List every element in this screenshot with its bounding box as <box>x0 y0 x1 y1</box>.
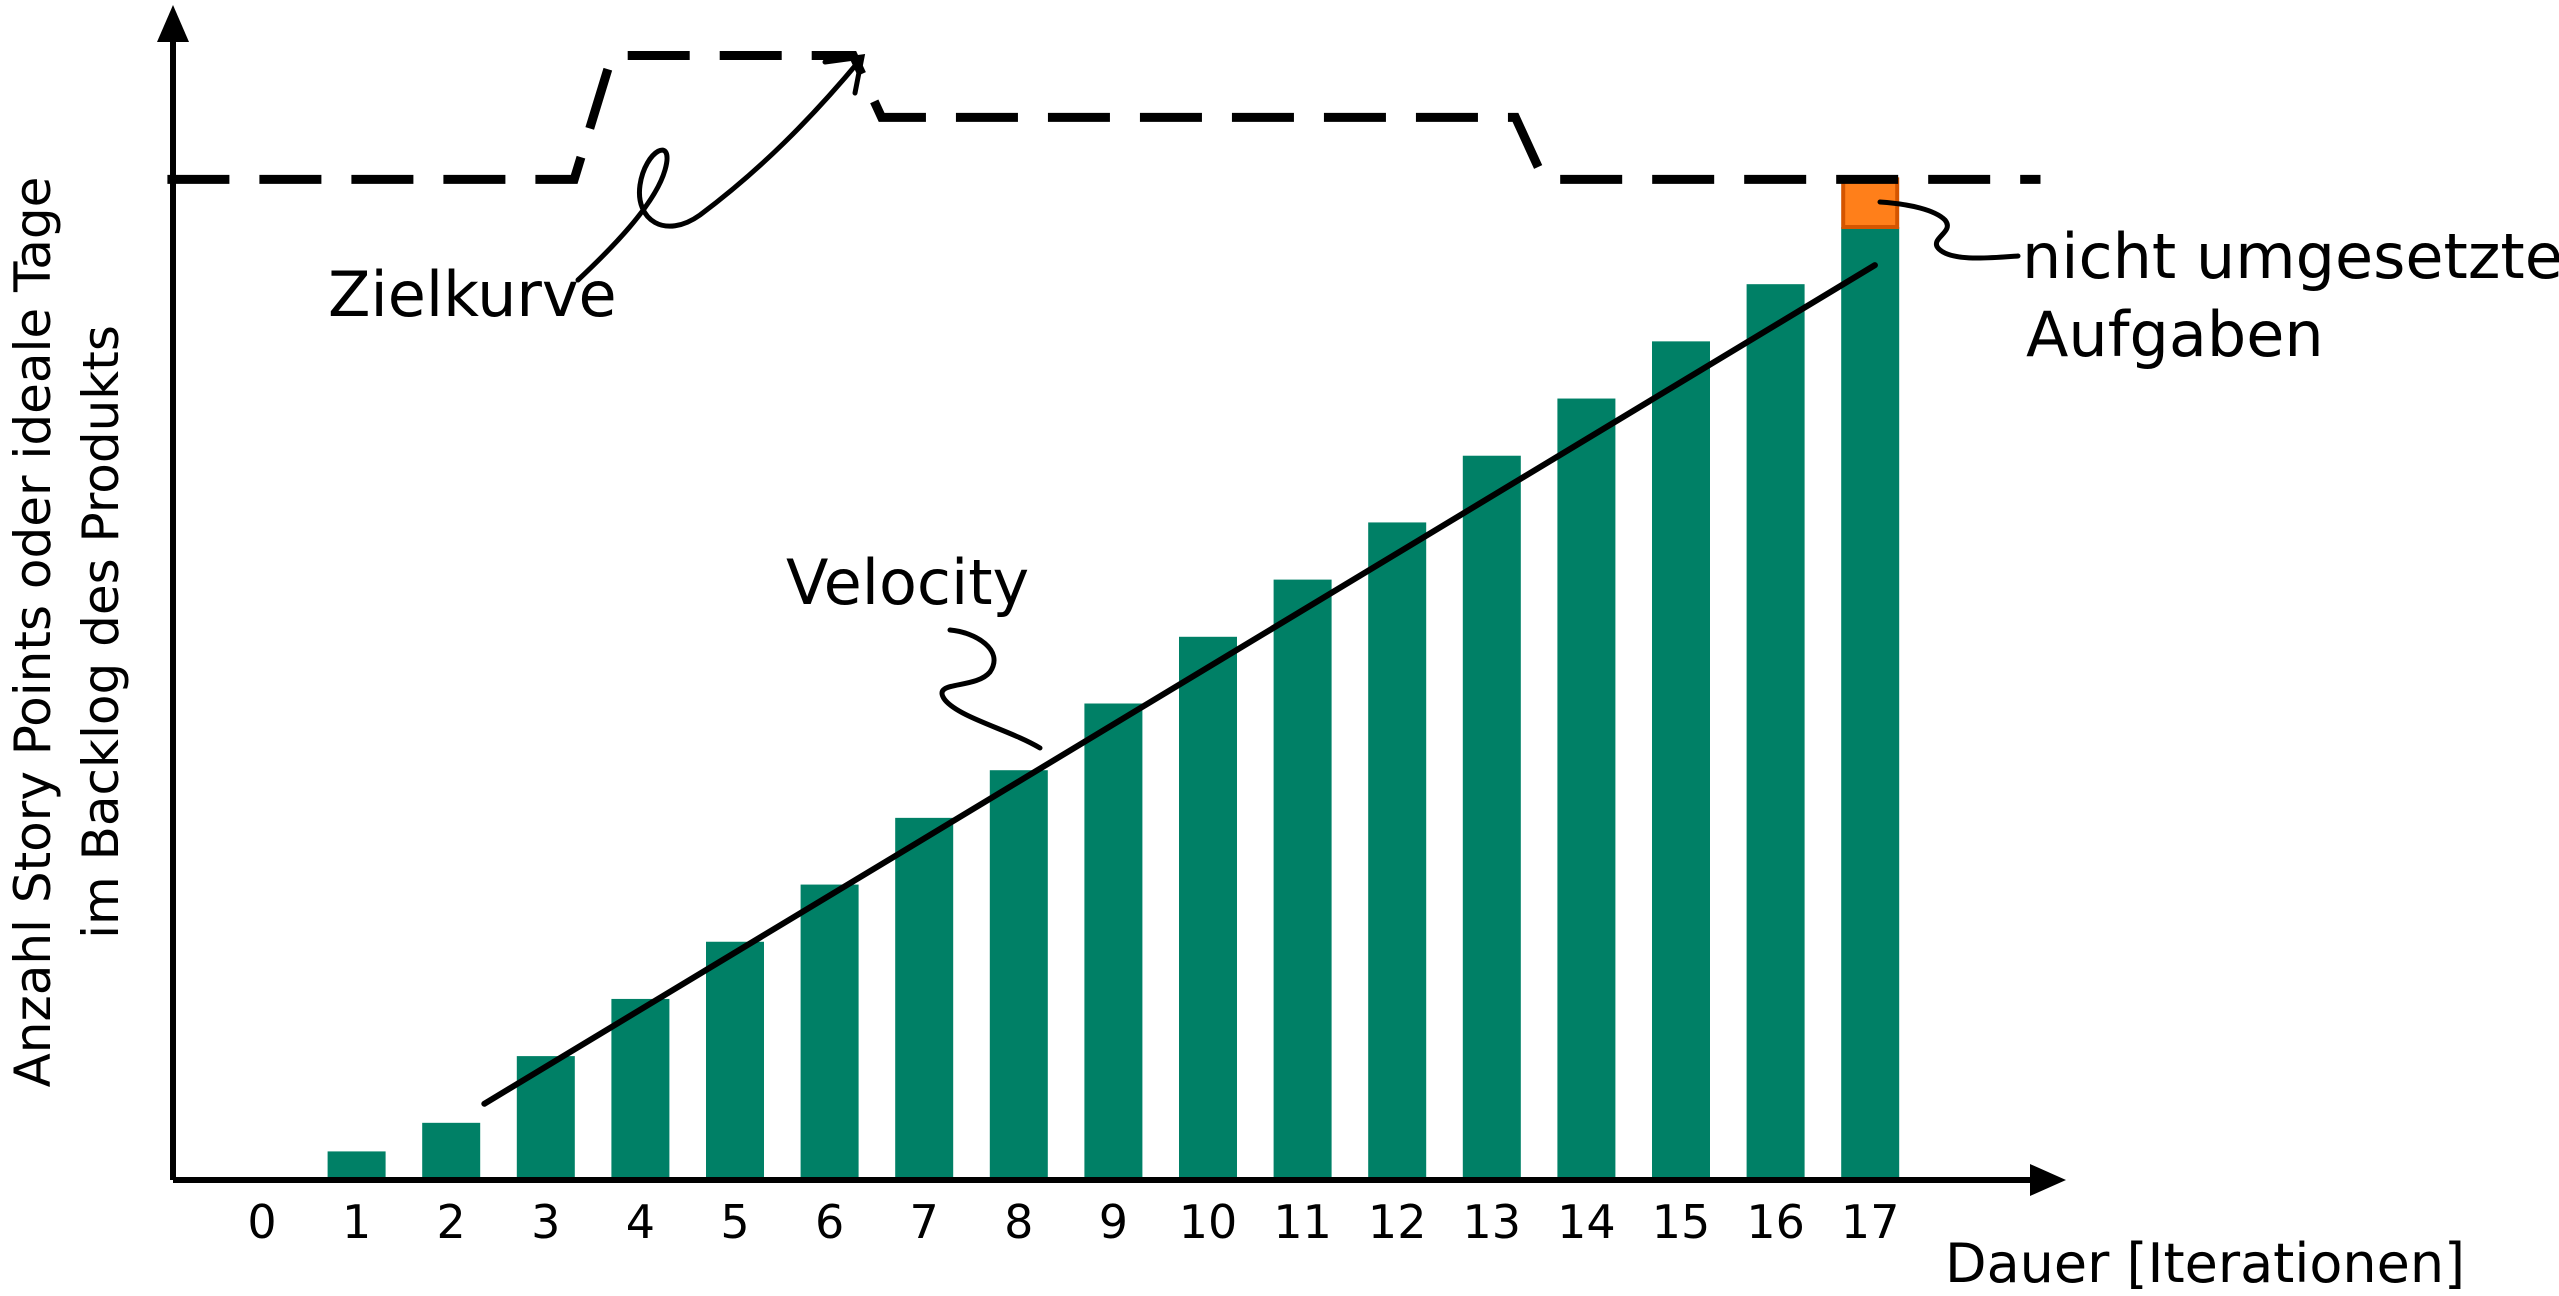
x-tick-label-4: 4 <box>626 1195 655 1249</box>
x-tick-label-7: 7 <box>910 1195 939 1249</box>
x-tick-label-5: 5 <box>720 1195 749 1249</box>
x-tick-labels: 0 1 2 3 4 5 6 7 8 9 10 11 12 13 14 15 16 17 <box>247 1195 1899 1249</box>
bar-iteration-17 <box>1841 227 1900 1180</box>
y-axis-title-line-2: im Backlog des Produkts <box>72 325 130 939</box>
bar-iteration-11 <box>1273 579 1332 1180</box>
velocity-leader <box>939 627 1043 751</box>
x-tick-label-3: 3 <box>531 1195 560 1249</box>
bar-iteration-15 <box>1652 341 1710 1180</box>
x-axis-title: Dauer [Iterationen] <box>1945 1232 2465 1295</box>
annotation-connectors <box>575 54 2021 751</box>
y-axis-title-line-1: Anzahl Story Points oder ideale Tage <box>4 177 62 1088</box>
bar-iteration-14 <box>1557 398 1616 1180</box>
bar-iteration-1 <box>327 1151 386 1180</box>
bar-iteration-7 <box>895 817 954 1180</box>
axes-layer <box>157 5 2066 1196</box>
x-tick-label-15: 15 <box>1652 1195 1711 1249</box>
x-tick-label-8: 8 <box>1004 1195 1033 1249</box>
x-tick-label-1: 1 <box>342 1195 371 1249</box>
x-tick-label-6: 6 <box>815 1195 844 1249</box>
target-curve-label: Zielkurve <box>328 258 617 331</box>
x-tick-label-13: 13 <box>1463 1195 1522 1249</box>
bar-iteration-13 <box>1462 455 1521 1181</box>
x-axis-arrow-icon <box>2030 1164 2066 1196</box>
bar-iteration-5 <box>706 941 764 1180</box>
bar-iteration-4 <box>611 998 670 1180</box>
x-tick-label-2: 2 <box>437 1195 466 1249</box>
x-tick-label-10: 10 <box>1179 1195 1238 1249</box>
bar-iteration-6 <box>800 884 859 1180</box>
bar-iteration-16 <box>1746 284 1805 1180</box>
target-curve-leader-arrow-icon <box>822 54 866 96</box>
x-tick-label-17: 17 <box>1841 1195 1900 1249</box>
bar-iteration-9 <box>1084 703 1143 1180</box>
bar-iteration-12 <box>1368 522 1427 1180</box>
bars-layer <box>327 177 1900 1181</box>
velocity-label: Velocity <box>786 546 1029 619</box>
bar-iteration-10 <box>1179 636 1237 1180</box>
bar-iteration-2 <box>422 1122 481 1180</box>
unfinished-label-line-1: nicht umgesetzte <box>2022 220 2559 293</box>
overlay-layer <box>167 50 2041 1107</box>
x-tick-label-11: 11 <box>1273 1195 1332 1249</box>
unfinished-leader <box>1877 199 2021 261</box>
unfinished-label-line-2: Aufgaben <box>2026 298 2324 371</box>
x-tick-label-9: 9 <box>1099 1195 1128 1249</box>
velocity-trend-line <box>481 262 1878 1107</box>
x-tick-label-16: 16 <box>1746 1195 1805 1249</box>
x-tick-label-14: 14 <box>1557 1195 1616 1249</box>
x-tick-label-12: 12 <box>1368 1195 1427 1249</box>
target-curve-leader <box>575 57 863 283</box>
target-curve-line <box>167 50 2041 184</box>
bar-iteration-8 <box>989 770 1048 1180</box>
y-axis-arrow-icon <box>157 5 189 42</box>
bar-iteration-3 <box>516 1056 575 1180</box>
x-tick-label-0: 0 <box>247 1195 276 1249</box>
